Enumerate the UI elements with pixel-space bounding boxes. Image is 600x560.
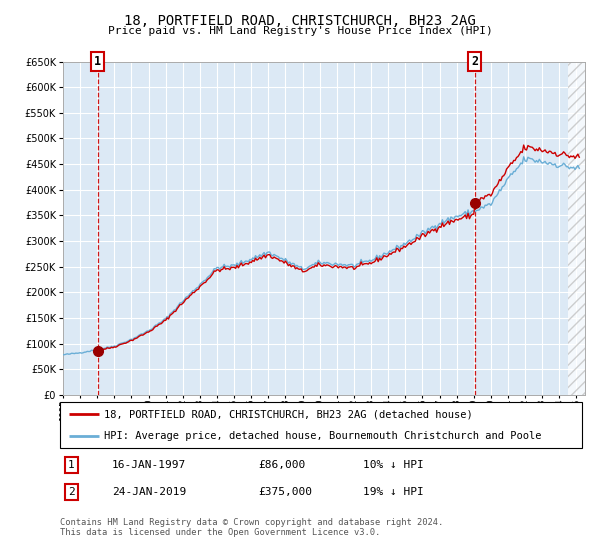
Text: HPI: Average price, detached house, Bournemouth Christchurch and Poole: HPI: Average price, detached house, Bour… <box>104 431 542 441</box>
Text: £375,000: £375,000 <box>259 487 313 497</box>
Text: 18, PORTFIELD ROAD, CHRISTCHURCH, BH23 2AG: 18, PORTFIELD ROAD, CHRISTCHURCH, BH23 2… <box>124 14 476 28</box>
Text: Contains HM Land Registry data © Crown copyright and database right 2024.
This d: Contains HM Land Registry data © Crown c… <box>60 518 443 538</box>
FancyBboxPatch shape <box>60 402 582 448</box>
Text: 2: 2 <box>472 55 479 68</box>
Text: 1: 1 <box>94 55 101 68</box>
Text: 19% ↓ HPI: 19% ↓ HPI <box>363 487 424 497</box>
Text: 2: 2 <box>68 487 75 497</box>
Text: 10% ↓ HPI: 10% ↓ HPI <box>363 460 424 470</box>
Text: Price paid vs. HM Land Registry's House Price Index (HPI): Price paid vs. HM Land Registry's House … <box>107 26 493 36</box>
Text: 18, PORTFIELD ROAD, CHRISTCHURCH, BH23 2AG (detached house): 18, PORTFIELD ROAD, CHRISTCHURCH, BH23 2… <box>104 409 473 419</box>
Text: 24-JAN-2019: 24-JAN-2019 <box>112 487 187 497</box>
Text: 1: 1 <box>68 460 75 470</box>
Text: £86,000: £86,000 <box>259 460 305 470</box>
Text: 16-JAN-1997: 16-JAN-1997 <box>112 460 187 470</box>
